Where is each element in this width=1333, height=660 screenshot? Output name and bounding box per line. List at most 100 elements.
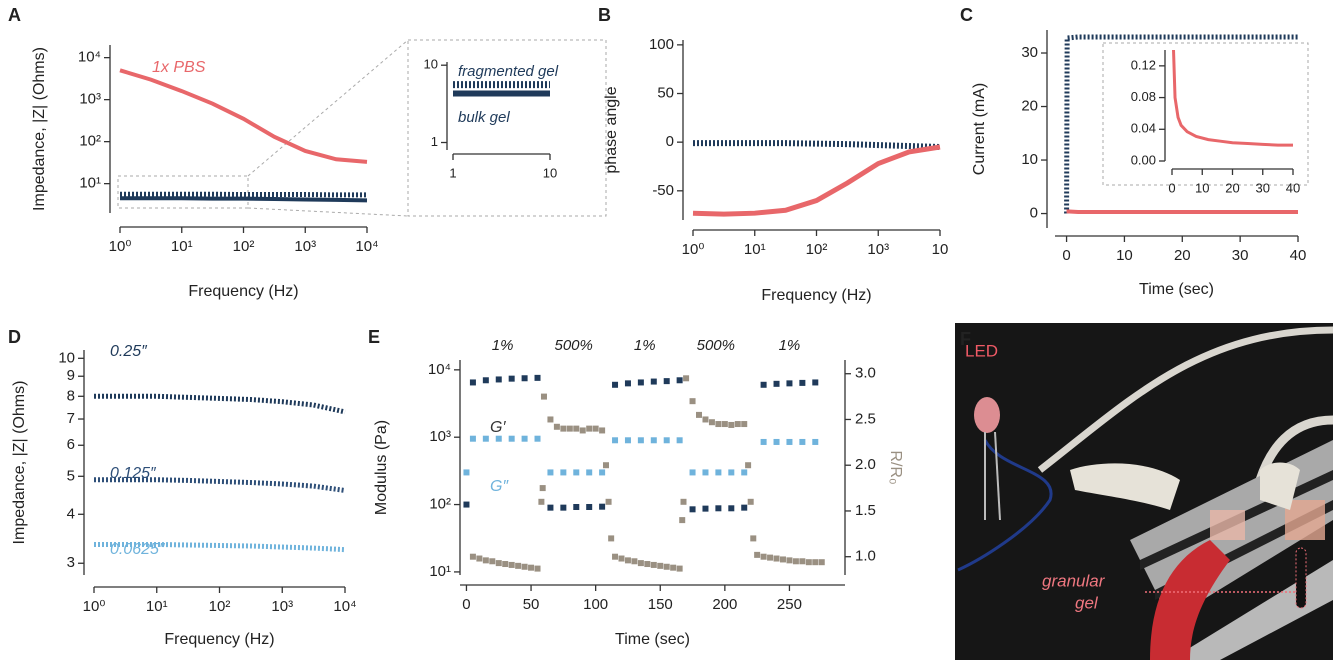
data-point xyxy=(786,557,793,564)
data-point xyxy=(612,553,619,560)
x-tick-label: 0 xyxy=(462,596,470,613)
data-point xyxy=(624,437,631,444)
annotation: 500% xyxy=(555,337,593,354)
x-tick-label: 0 xyxy=(1062,247,1070,264)
data-point xyxy=(573,469,580,476)
data-point xyxy=(463,469,470,476)
data-point xyxy=(683,375,690,382)
data-point xyxy=(745,462,752,469)
x-axis-label: Frequency (Hz) xyxy=(164,631,274,648)
data-point xyxy=(612,437,619,444)
data-point xyxy=(805,559,812,566)
data-point xyxy=(760,553,767,560)
x-axis-label: Frequency (Hz) xyxy=(761,287,871,304)
data-point xyxy=(773,438,780,445)
data-point xyxy=(547,416,554,423)
series-line xyxy=(692,144,941,217)
panel-label: C xyxy=(960,5,973,25)
data-point xyxy=(657,562,664,569)
y2-tick-label: 1.5 xyxy=(855,502,876,519)
data-point xyxy=(560,469,567,476)
data-point xyxy=(773,555,780,562)
x-tick-label: 30 xyxy=(1256,180,1270,195)
data-point xyxy=(599,427,606,434)
y-axis-label: Impedance, |Z| (Ohms) xyxy=(31,47,48,211)
x-tick-label: 10² xyxy=(233,238,255,255)
data-point xyxy=(553,423,560,430)
data-point xyxy=(792,558,799,565)
data-point xyxy=(773,380,780,387)
x-tick-label: 200 xyxy=(712,596,737,613)
x-tick-label: 10² xyxy=(806,241,828,258)
y-tick-label: 100 xyxy=(649,36,674,53)
series-line xyxy=(1066,209,1298,214)
data-point xyxy=(728,421,735,428)
y-tick-label: 0 xyxy=(1030,205,1038,222)
data-point xyxy=(534,565,541,572)
series-label: bulk gel xyxy=(458,109,510,126)
data-point xyxy=(702,469,709,476)
x-tick-label: 10⁰ xyxy=(682,241,705,258)
data-point xyxy=(728,469,735,476)
inset-frame xyxy=(1102,42,1309,186)
data-point xyxy=(528,564,535,571)
series-line xyxy=(693,140,941,151)
data-point xyxy=(741,504,748,511)
y-tick-label: 8 xyxy=(67,387,75,404)
data-point xyxy=(469,553,476,560)
x-tick-label: 10¹ xyxy=(171,238,193,255)
data-point xyxy=(534,374,541,381)
panel-label: A xyxy=(8,5,21,25)
y-tick-label: 0.00 xyxy=(1131,152,1156,167)
data-point xyxy=(602,462,609,469)
photo-label: gel xyxy=(1075,593,1099,612)
data-point xyxy=(741,421,748,428)
x-tick-label: 250 xyxy=(777,596,802,613)
y-tick-label: 20 xyxy=(1021,97,1038,114)
series-label: 0.0625″ xyxy=(110,541,166,558)
x-tick-label: 10³ xyxy=(271,598,293,615)
x-axis-label: Frequency (Hz) xyxy=(188,283,298,300)
annotation: 1% xyxy=(779,337,801,354)
y-axis-label: Modulus (Pa) xyxy=(373,420,390,515)
y-tick-label: 10² xyxy=(79,133,101,150)
data-point xyxy=(786,380,793,387)
series-line xyxy=(120,191,367,198)
data-point xyxy=(754,551,761,558)
y-tick-label: 50 xyxy=(657,84,674,101)
data-point xyxy=(508,375,515,382)
data-point xyxy=(539,485,546,492)
data-point xyxy=(547,504,554,511)
x-tick-label: 10¹ xyxy=(744,241,766,258)
data-point xyxy=(689,506,696,513)
data-point xyxy=(728,505,735,512)
x-tick-label: 1 xyxy=(449,165,456,180)
x-tick-label: 10 xyxy=(1195,180,1209,195)
y-tick-label: 9 xyxy=(67,367,75,384)
data-point xyxy=(747,498,754,505)
y-tick-label: 0.08 xyxy=(1131,89,1156,104)
y-tick-label: 6 xyxy=(67,436,75,453)
data-point xyxy=(676,565,683,572)
x-tick-label: 10³ xyxy=(294,238,316,255)
y-axis-label: phase angle xyxy=(603,86,620,173)
y-axis-label: Impedance, |Z| (Ohms) xyxy=(11,381,28,545)
y2-tick-label: 1.0 xyxy=(855,548,876,565)
y2-tick-label: 2.0 xyxy=(855,456,876,473)
data-point xyxy=(573,425,580,432)
data-point xyxy=(495,435,502,442)
zoom-connector xyxy=(247,207,409,217)
data-point xyxy=(566,425,573,432)
data-point xyxy=(799,379,806,386)
data-point xyxy=(760,438,767,445)
inset-frame xyxy=(407,39,607,217)
data-point xyxy=(680,498,687,505)
data-point xyxy=(812,438,819,445)
data-point xyxy=(786,438,793,445)
data-point xyxy=(547,469,554,476)
y-tick-label: 0.04 xyxy=(1131,121,1156,136)
x-tick-label: 10 xyxy=(1116,247,1133,264)
y-tick-label: 1 xyxy=(431,134,438,149)
annotation: 500% xyxy=(697,337,735,354)
